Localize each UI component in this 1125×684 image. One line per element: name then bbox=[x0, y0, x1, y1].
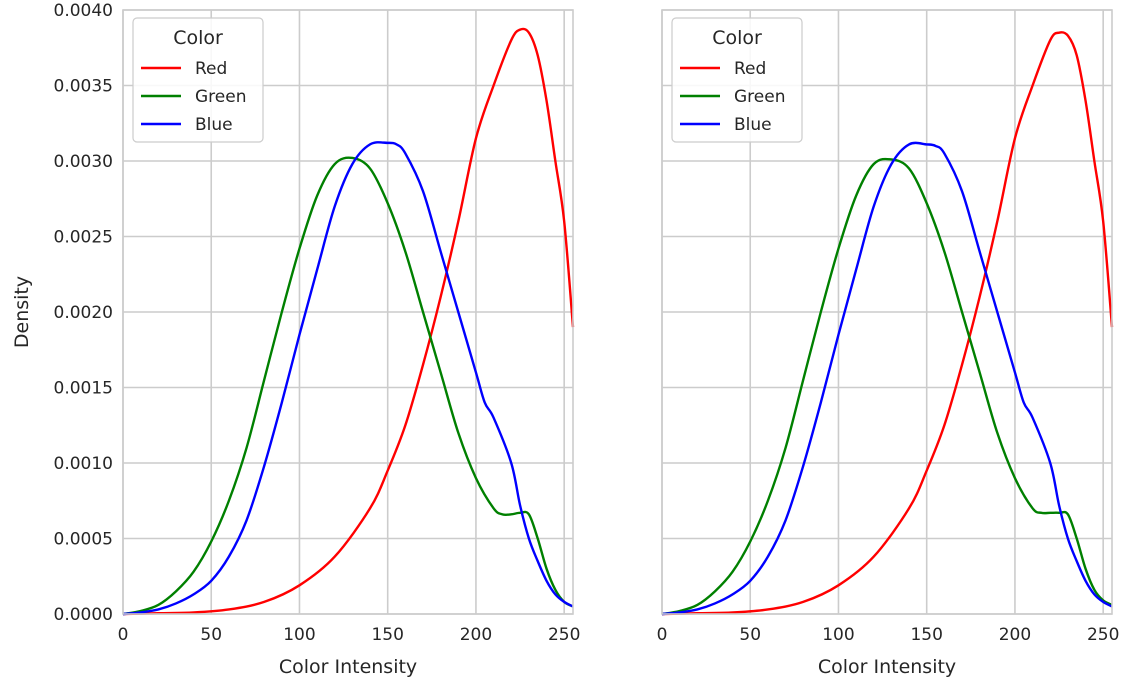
legend-box bbox=[132, 17, 264, 143]
panel-2: 0 50 100 150 200 250 Color Intensity Color Red Gr… bbox=[657, 9, 1119, 678]
x-tick-label: 0 bbox=[657, 625, 668, 645]
plot-frame bbox=[122, 9, 574, 615]
x-axis-title: Color Intensity bbox=[818, 656, 956, 678]
x-tick-label: 0 bbox=[118, 625, 129, 645]
panel-1: 0 50 100 150 200 250 0.0000 0.0005 0.0010 0.0015 0… bbox=[11, 1, 580, 678]
legend-label-red: Red bbox=[195, 59, 227, 79]
legend-title: Color bbox=[712, 27, 762, 49]
legend-box bbox=[671, 17, 803, 143]
y-tick-label: 0.0000 bbox=[54, 605, 113, 625]
x-tick-label: 200 bbox=[999, 625, 1031, 645]
x-tick-label: 100 bbox=[822, 625, 854, 645]
series-line-green bbox=[661, 157, 1113, 616]
legend-label-red: Red bbox=[734, 59, 766, 79]
y-tick-label: 0.0040 bbox=[54, 1, 113, 21]
x-tick-label: 250 bbox=[1087, 625, 1119, 645]
series-line-red bbox=[661, 31, 1114, 616]
y-tick-label: 0.0020 bbox=[54, 303, 113, 323]
x-tick-label: 50 bbox=[200, 625, 222, 645]
x-tick-label: 150 bbox=[371, 625, 403, 645]
plot-frame bbox=[661, 9, 1113, 615]
y-tick-label: 0.0030 bbox=[54, 152, 113, 172]
y-tick-label: 0.0005 bbox=[54, 530, 113, 550]
x-tick-label: 100 bbox=[283, 625, 315, 645]
legend-label-green: Green bbox=[734, 87, 785, 107]
legend-label-blue: Blue bbox=[195, 115, 233, 135]
x-axis-title: Color Intensity bbox=[279, 656, 417, 678]
legend: Color Red Green Blue bbox=[671, 17, 803, 143]
y-axis-title: Density bbox=[11, 276, 33, 348]
x-tick-label: 250 bbox=[548, 625, 580, 645]
series-line-blue bbox=[122, 141, 574, 616]
y-tick-label: 0.0010 bbox=[54, 454, 113, 474]
y-tick-label: 0.0035 bbox=[54, 77, 113, 97]
series-line-green bbox=[122, 156, 574, 616]
legend-title: Color bbox=[173, 27, 223, 49]
legend-label-green: Green bbox=[195, 87, 246, 107]
legend-label-blue: Blue bbox=[734, 115, 772, 135]
y-tick-label: 0.0015 bbox=[54, 379, 113, 399]
x-tick-label: 200 bbox=[460, 625, 492, 645]
series-line-red bbox=[122, 27, 575, 616]
legend: Color Red Green Blue bbox=[132, 17, 264, 143]
x-tick-label: 150 bbox=[910, 625, 942, 645]
x-tick-label: 50 bbox=[739, 625, 761, 645]
y-tick-label: 0.0025 bbox=[54, 228, 113, 248]
series-line-blue bbox=[661, 141, 1113, 616]
